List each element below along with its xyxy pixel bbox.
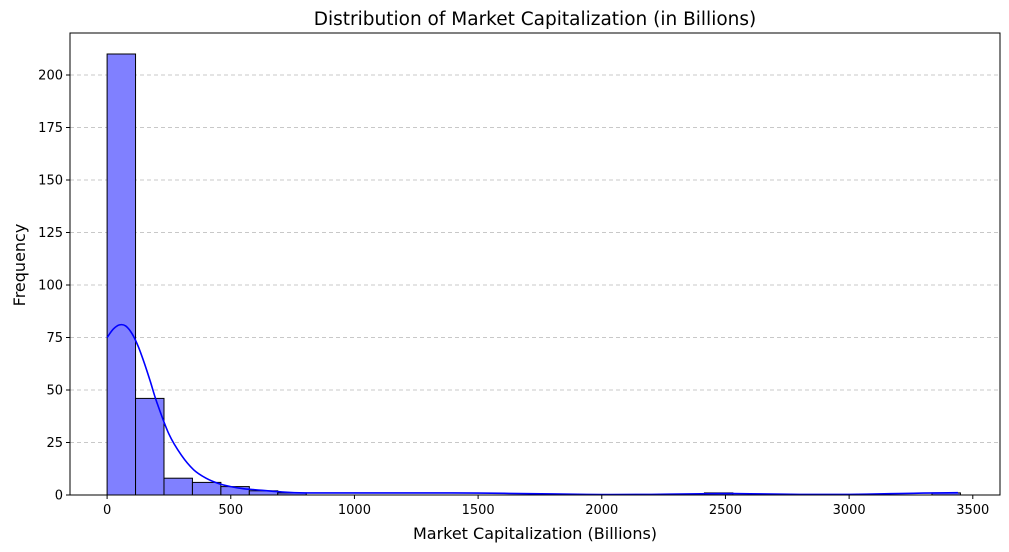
- histogram-bar: [135, 397, 165, 496]
- x-axis-ticks: 0 500 1000 1500 2000 2500 3000 3500: [103, 495, 989, 518]
- y-axis-label: Frequency: [10, 224, 29, 307]
- x-tick-label: 0: [103, 503, 111, 518]
- y-tick-label: 150: [38, 174, 63, 189]
- x-tick-label: 2500: [709, 503, 742, 518]
- x-tick-label: 3000: [833, 503, 866, 518]
- histogram-bars: [106, 53, 961, 496]
- y-axis-ticks: 0 25 50 75 100 125 150 175 200: [38, 69, 70, 504]
- y-tick-label: 175: [38, 121, 63, 136]
- y-tick-label: 125: [38, 226, 63, 241]
- y-tick-label: 100: [38, 279, 63, 294]
- y-tick-label: 50: [46, 384, 63, 399]
- histogram-bar: [191, 481, 222, 496]
- gridlines: [70, 74, 1000, 443]
- y-tick-label: 200: [38, 69, 63, 84]
- plot-frame: [69, 32, 1001, 496]
- histogram-bar: [106, 53, 137, 496]
- x-tick-label: 3500: [956, 503, 989, 518]
- y-tick-label: 75: [46, 331, 63, 346]
- y-tick-label: 0: [55, 489, 63, 504]
- x-tick-label: 1000: [338, 503, 371, 518]
- histogram-bar: [163, 477, 193, 496]
- x-axis-label: Market Capitalization (Billions): [413, 524, 657, 543]
- x-tick-label: 1500: [462, 503, 495, 518]
- chart-title: Distribution of Market Capitalization (i…: [314, 9, 756, 30]
- kde-curve: [106, 323, 958, 496]
- x-tick-label: 2000: [585, 503, 618, 518]
- x-tick-label: 500: [218, 503, 243, 518]
- y-tick-label: 25: [46, 436, 63, 451]
